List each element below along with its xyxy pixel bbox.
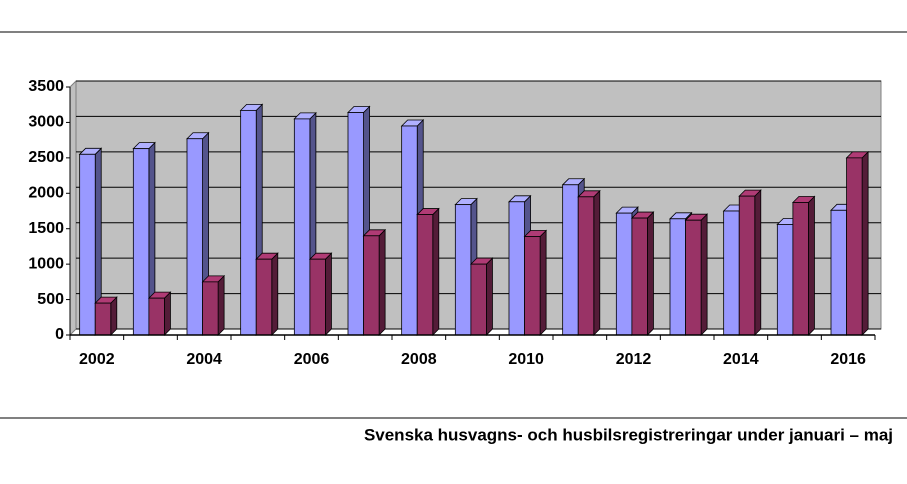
bar <box>508 201 525 336</box>
bar <box>186 138 203 336</box>
y-tick-label: 2000 <box>28 185 64 202</box>
bar-side <box>432 207 440 336</box>
y-tick-label: 1500 <box>28 220 64 237</box>
y-tick-label: 0 <box>55 326 64 343</box>
bar <box>94 302 112 336</box>
bar <box>416 214 434 336</box>
bar-side <box>861 150 869 336</box>
chart-title: Svenska husvagns- och husbilsregistrerin… <box>364 425 893 444</box>
bar <box>685 219 702 336</box>
bar-side <box>325 252 332 336</box>
x-tick-label: 2002 <box>79 351 115 368</box>
bar <box>255 258 273 336</box>
bar <box>309 258 326 336</box>
x-tick-label: 2016 <box>830 351 866 368</box>
bar <box>470 263 487 336</box>
bar <box>79 153 96 336</box>
y-tick-label: 3500 <box>28 78 64 95</box>
bar-side <box>378 228 386 336</box>
bar <box>363 235 380 336</box>
bar <box>830 209 847 336</box>
bar-side <box>647 211 654 336</box>
bar <box>347 112 364 336</box>
bar-side <box>217 274 225 336</box>
bar-side <box>593 189 601 336</box>
bar <box>669 218 686 336</box>
bar <box>776 224 794 336</box>
y-tick-label: 500 <box>37 291 64 308</box>
bar <box>738 195 756 336</box>
bar <box>401 125 418 336</box>
bar <box>202 281 219 336</box>
bar <box>631 217 648 336</box>
bar-side <box>486 257 493 336</box>
x-tick-label: 2010 <box>508 351 544 368</box>
y-tick-label: 3000 <box>28 114 64 131</box>
bar <box>846 157 863 336</box>
bar <box>132 148 150 336</box>
bar-side <box>271 252 279 336</box>
bar <box>615 212 633 336</box>
bar <box>577 196 595 336</box>
bar-side <box>808 195 815 336</box>
bar-side <box>700 213 708 336</box>
bar <box>792 202 809 336</box>
x-tick-label: 2012 <box>616 351 652 368</box>
bar-side <box>164 291 171 336</box>
bar-side <box>110 296 118 336</box>
y-tick-label: 1000 <box>28 255 64 272</box>
bar <box>723 210 740 336</box>
bar-side <box>754 189 762 336</box>
bar <box>562 184 579 336</box>
x-tick-label: 2006 <box>294 351 330 368</box>
x-tick-label: 2008 <box>401 351 437 368</box>
bar <box>524 236 541 336</box>
bar <box>148 297 165 336</box>
bar-side <box>539 229 547 336</box>
bar <box>293 118 311 336</box>
x-tick-label: 2004 <box>186 351 222 368</box>
y-tick-label: 2500 <box>28 149 64 166</box>
bar <box>454 204 472 336</box>
x-tick-label: 2014 <box>723 351 759 368</box>
bar <box>240 109 257 336</box>
